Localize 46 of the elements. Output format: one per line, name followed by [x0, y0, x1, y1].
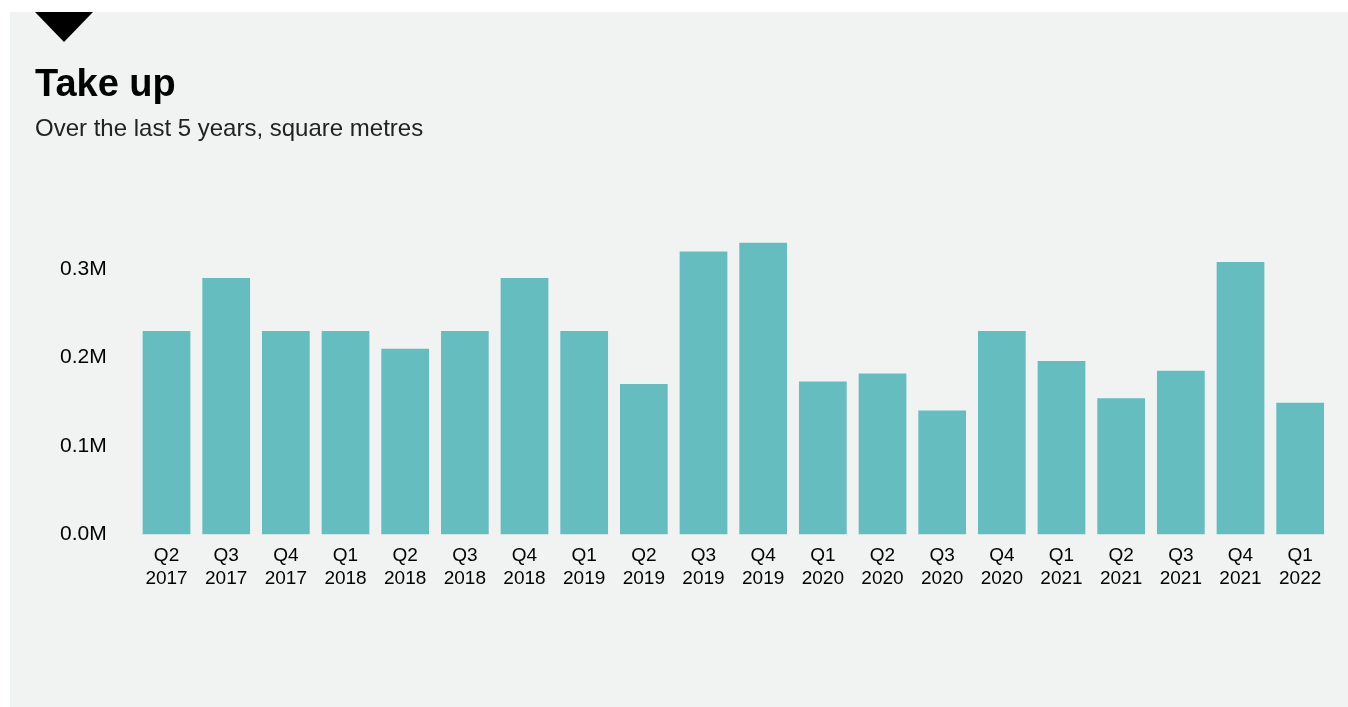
x-tick-label: Q3 2019 [682, 544, 725, 588]
bar [142, 331, 191, 535]
bar [739, 242, 788, 535]
bar [500, 277, 549, 535]
bar [918, 410, 967, 535]
bar [798, 381, 847, 535]
y-tick-label: 0.2M [60, 344, 107, 368]
bar [1216, 262, 1265, 535]
bar [261, 331, 310, 535]
x-tick-label: Q3 2017 [205, 544, 248, 588]
x-tick-label: Q1 2021 [1040, 544, 1083, 588]
bar [858, 373, 907, 535]
bar [1276, 402, 1325, 535]
bar [679, 251, 728, 535]
x-tick-label: Q1 2018 [324, 544, 367, 588]
x-tick-label: Q2 2018 [384, 544, 427, 588]
x-tick-label: Q2 2017 [145, 544, 188, 588]
bar [1097, 398, 1146, 535]
x-tick-label: Q2 2021 [1100, 544, 1143, 588]
x-tick-label: Q3 2020 [921, 544, 964, 588]
x-tick-label: Q3 2018 [443, 544, 486, 588]
bar [977, 331, 1026, 535]
x-tick-label: Q2 2020 [861, 544, 904, 588]
x-tick-label: Q4 2018 [503, 544, 546, 588]
x-tick-label: Q4 2021 [1219, 544, 1262, 588]
y-tick-label: 0.1M [60, 432, 107, 456]
bar [560, 331, 609, 535]
bar [1037, 361, 1086, 535]
x-tick-label: Q1 2022 [1279, 544, 1322, 588]
bar [1156, 370, 1205, 535]
x-tick-label: Q4 2017 [264, 544, 307, 588]
x-tick-label: Q2 2019 [622, 544, 665, 588]
x-tick-label: Q1 2020 [801, 544, 844, 588]
bar [381, 348, 430, 535]
bar [440, 331, 489, 535]
x-tick-label: Q4 2020 [980, 544, 1023, 588]
x-tick-label: Q4 2019 [742, 544, 785, 588]
chart-subtitle: Over the last 5 years, square metres [35, 114, 424, 142]
bar [202, 277, 251, 535]
y-tick-label: 0.0M [60, 521, 107, 545]
x-tick-label: Q1 2019 [563, 544, 606, 588]
bar [619, 384, 668, 535]
x-tick-label: Q3 2021 [1159, 544, 1202, 588]
y-tick-label: 0.3M [60, 255, 107, 279]
chart-title: Take up [35, 62, 176, 105]
bar [321, 331, 370, 535]
